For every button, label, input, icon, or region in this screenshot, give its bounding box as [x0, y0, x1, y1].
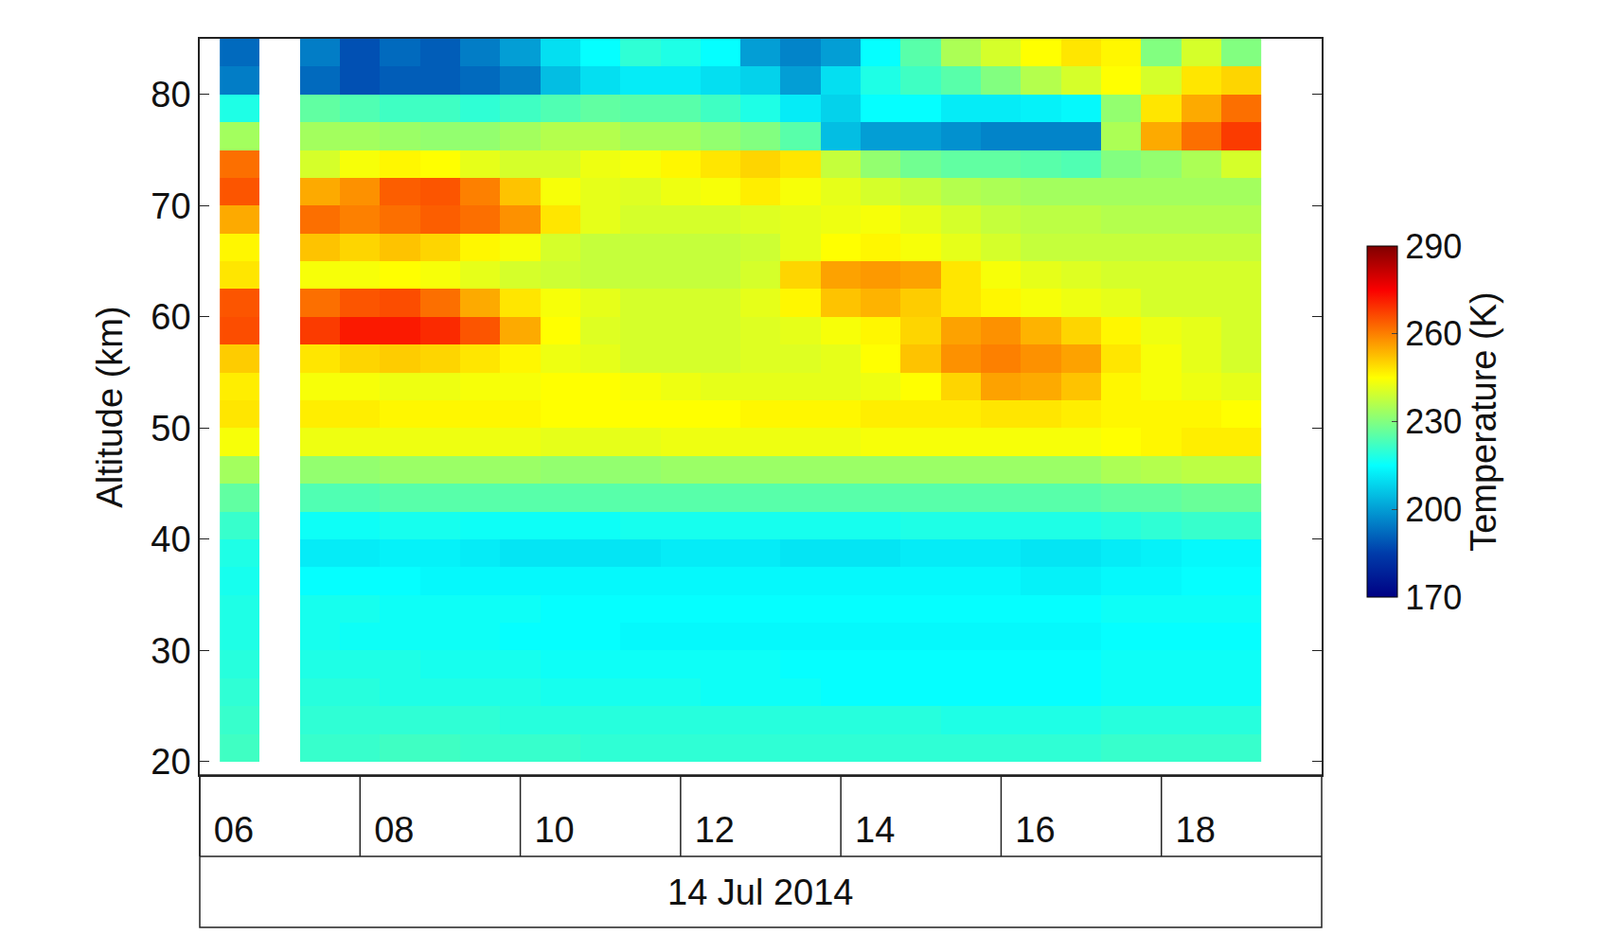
- svg-text:50: 50: [150, 408, 191, 449]
- svg-text:14 Jul 2014: 14 Jul 2014: [667, 872, 854, 913]
- svg-text:06: 06: [213, 810, 254, 851]
- svg-text:290: 290: [1404, 227, 1462, 267]
- svg-text:12: 12: [694, 810, 735, 851]
- svg-text:Temperature (K): Temperature (K): [1463, 291, 1504, 552]
- svg-text:230: 230: [1404, 402, 1462, 442]
- svg-text:16: 16: [1014, 810, 1055, 851]
- svg-text:40: 40: [150, 519, 191, 560]
- svg-text:60: 60: [150, 297, 191, 338]
- svg-text:14: 14: [854, 810, 895, 851]
- svg-text:10: 10: [533, 810, 574, 851]
- svg-text:200: 200: [1404, 490, 1462, 530]
- svg-text:80: 80: [150, 74, 191, 115]
- svg-text:08: 08: [373, 810, 414, 851]
- svg-text:170: 170: [1404, 578, 1462, 618]
- svg-text:18: 18: [1175, 810, 1216, 851]
- svg-text:20: 20: [150, 742, 191, 783]
- svg-text:30: 30: [150, 631, 191, 672]
- svg-text:Altitude (km): Altitude (km): [89, 305, 130, 508]
- svg-text:260: 260: [1404, 314, 1462, 354]
- svg-text:70: 70: [150, 186, 191, 227]
